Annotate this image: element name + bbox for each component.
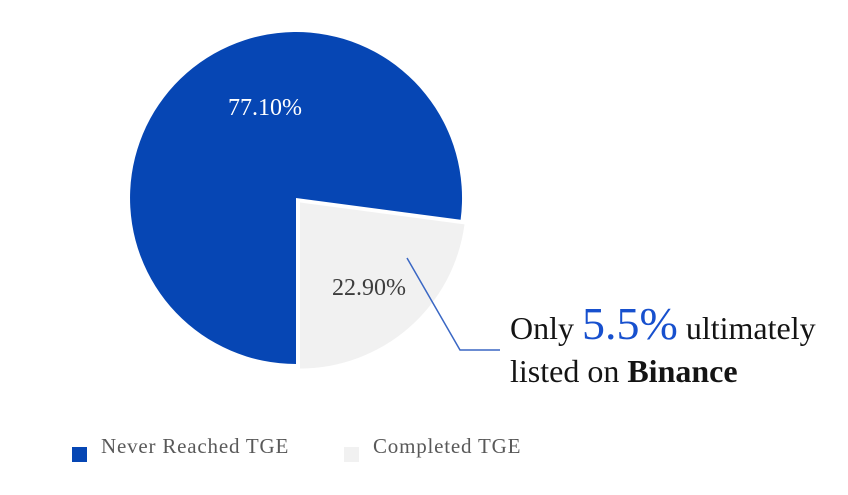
annotation-highlight: 5.5% bbox=[582, 298, 678, 349]
legend: Never Reached TGE Completed TGE bbox=[0, 434, 848, 474]
legend-label: Completed TGE bbox=[373, 434, 522, 458]
annotation-text-after: ultimately bbox=[685, 310, 816, 346]
legend-label: Never Reached TGE bbox=[101, 434, 290, 458]
legend-swatch bbox=[72, 447, 87, 462]
pie-slices bbox=[130, 31, 465, 369]
pie-slice-completed-tge bbox=[300, 202, 465, 369]
slice-label-never-reached-tge: 77.10% bbox=[228, 95, 302, 121]
slice-label-completed-tge: 22.90% bbox=[332, 275, 406, 301]
pie-slice-never-reached-tge bbox=[130, 31, 463, 364]
legend-item-never-reached-tge: Never Reached TGE bbox=[72, 434, 289, 462]
annotation-callout-text: Only 5.5% ultimately listed on Binance bbox=[510, 301, 840, 393]
annotation-line2-text: listed on bbox=[510, 353, 620, 389]
legend-item-completed-tge: Completed TGE bbox=[344, 434, 521, 462]
annotation-emphasis: Binance bbox=[627, 353, 738, 389]
callout-line bbox=[406, 257, 500, 351]
annotation-text-before: Only bbox=[510, 310, 574, 346]
legend-swatch bbox=[344, 447, 359, 462]
